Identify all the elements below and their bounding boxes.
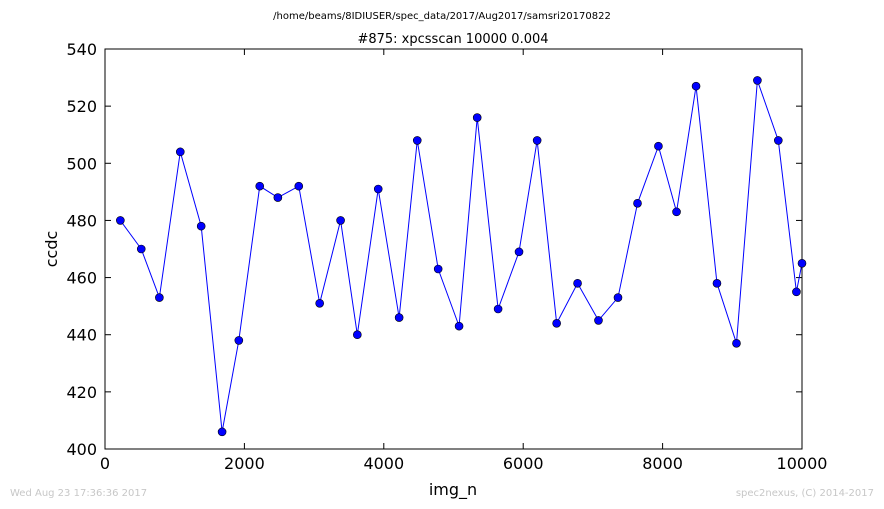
series-line: [119, 80, 803, 432]
data-point: [315, 298, 324, 308]
chart-title: #875: xpcsscan 10000 0.004: [357, 32, 548, 47]
axis-ticks: 0 2000 4000 6000 8000 10000 400 420 440 460 480 500…: [66, 40, 827, 473]
data-point: [712, 278, 722, 288]
x-axis-label: img_n: [429, 480, 477, 500]
data-point: [255, 181, 265, 191]
data-point: [493, 304, 503, 314]
data-point: [633, 198, 642, 208]
data-point: [353, 330, 362, 340]
y-tick-label: 480: [66, 211, 97, 230]
x-tick-label: 0: [100, 454, 110, 473]
data-point: [196, 221, 206, 231]
x-tick-label: 2000: [224, 454, 265, 473]
chart-suptitle: /home/beams/8IDIUSER/spec_data/2017/Aug2…: [273, 11, 611, 22]
data-point: [433, 264, 443, 274]
y-tick-label: 420: [66, 383, 97, 402]
data-point: [472, 113, 482, 122]
y-tick-label: 440: [66, 326, 97, 345]
x-tick-label: 8000: [642, 454, 683, 473]
data-point: [336, 216, 345, 225]
data-point: [654, 141, 663, 151]
data-point: [753, 76, 762, 85]
data-point: [234, 336, 244, 345]
y-axis-label: ccdc: [42, 231, 61, 268]
data-point: [273, 193, 283, 202]
data-point: [136, 244, 146, 254]
footer-credit: spec2nexus, (C) 2014-2017: [735, 488, 874, 499]
data-point: [155, 293, 164, 302]
data-point: [672, 207, 681, 217]
x-tick-label: 4000: [363, 454, 404, 473]
series-group: [116, 76, 807, 437]
data-point: [573, 278, 582, 288]
y-tick-label: 400: [66, 440, 97, 459]
y-tick-label: 520: [66, 97, 97, 116]
data-point: [217, 427, 227, 437]
data-point: [394, 313, 404, 322]
data-point: [613, 293, 623, 302]
footer-timestamp: Wed Aug 23 17:36:36 2017: [10, 488, 148, 499]
data-point: [594, 316, 603, 325]
data-point: [175, 147, 185, 157]
y-tick-label: 500: [66, 154, 97, 173]
data-point: [552, 318, 561, 328]
data-point: [792, 287, 801, 297]
y-tick-label: 540: [66, 40, 97, 59]
data-point: [294, 181, 304, 191]
data-point: [116, 216, 125, 225]
x-tick-label: 10000: [777, 454, 828, 473]
data-point: [774, 136, 783, 145]
data-point: [412, 136, 422, 145]
x-tick-label: 6000: [503, 454, 544, 473]
data-point: [797, 258, 807, 268]
data-point: [373, 184, 383, 194]
plot-area: [104, 48, 803, 450]
data-point: [532, 136, 542, 145]
data-point: [514, 247, 524, 257]
data-point: [732, 338, 741, 348]
data-point: [454, 321, 464, 331]
y-tick-label: 460: [66, 269, 97, 288]
data-point: [691, 81, 701, 91]
